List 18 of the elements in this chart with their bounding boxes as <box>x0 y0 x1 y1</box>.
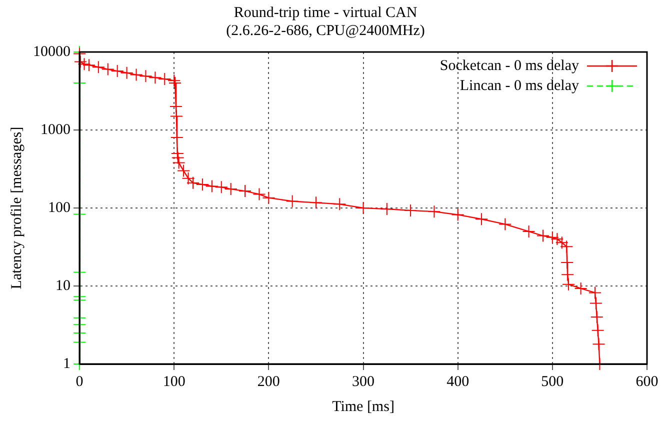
y-axis-title: Latency profile [messages] <box>8 126 25 290</box>
y-tick-label: 10000 <box>33 44 70 60</box>
y-tick-label: 1000 <box>40 122 70 138</box>
x-tick-label: 500 <box>541 374 564 390</box>
legend-label: Lincan - 0 ms delay <box>460 78 580 94</box>
y-tick-label: 1 <box>63 356 70 372</box>
chart-subtitle: (2.6.26-2-686, CPU@2400MHz) <box>226 22 425 39</box>
x-tick-label: 100 <box>162 374 186 390</box>
y-tick-label: 100 <box>48 200 70 216</box>
x-tick-label: 200 <box>257 374 280 390</box>
chart-title: Round-trip time - virtual CAN <box>234 4 418 21</box>
y-tick-label: 10 <box>56 278 70 294</box>
x-tick-label: 400 <box>446 374 470 390</box>
x-axis-title: Time [ms] <box>332 398 394 415</box>
x-tick-label: 0 <box>76 374 84 390</box>
x-tick-label: 600 <box>636 374 658 390</box>
legend-label: Socketcan - 0 ms delay <box>440 58 580 74</box>
x-tick-label: 300 <box>352 374 374 390</box>
